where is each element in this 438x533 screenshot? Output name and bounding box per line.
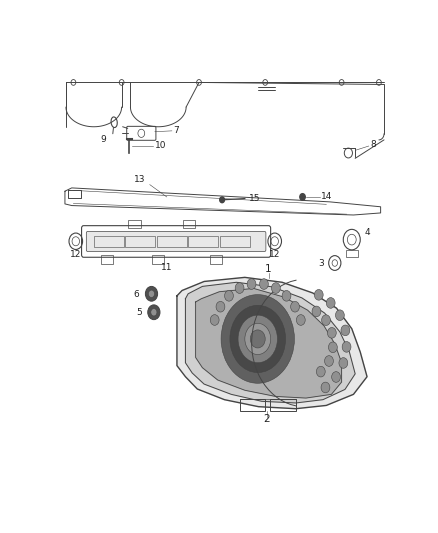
Circle shape xyxy=(312,306,321,317)
Circle shape xyxy=(260,279,268,289)
Circle shape xyxy=(328,327,336,338)
Text: 12: 12 xyxy=(269,250,280,259)
Circle shape xyxy=(332,372,340,382)
Text: 14: 14 xyxy=(321,192,332,201)
Circle shape xyxy=(148,290,155,297)
Bar xyxy=(152,255,164,264)
Bar xyxy=(125,236,155,247)
Bar xyxy=(94,236,124,247)
Circle shape xyxy=(221,295,294,383)
Text: 12: 12 xyxy=(70,250,81,259)
Text: 10: 10 xyxy=(155,141,166,150)
Bar xyxy=(210,255,222,264)
Bar xyxy=(101,255,113,264)
Bar xyxy=(188,236,219,247)
Circle shape xyxy=(230,305,286,373)
Circle shape xyxy=(238,315,277,363)
Circle shape xyxy=(225,290,233,301)
Text: 8: 8 xyxy=(371,140,376,149)
Text: 7: 7 xyxy=(173,126,179,135)
Circle shape xyxy=(151,309,157,316)
Circle shape xyxy=(145,286,158,301)
Text: 1: 1 xyxy=(265,264,272,274)
Circle shape xyxy=(216,301,225,312)
Text: 11: 11 xyxy=(161,263,173,272)
Circle shape xyxy=(321,315,330,326)
Polygon shape xyxy=(185,282,355,403)
Circle shape xyxy=(342,342,351,352)
Circle shape xyxy=(300,193,305,200)
Text: 3: 3 xyxy=(318,260,324,268)
Circle shape xyxy=(314,289,323,300)
Circle shape xyxy=(148,305,160,320)
Bar xyxy=(346,250,358,257)
Bar xyxy=(183,220,195,228)
Text: 5: 5 xyxy=(136,308,142,317)
Circle shape xyxy=(328,342,337,353)
Bar xyxy=(220,236,250,247)
Circle shape xyxy=(339,358,348,368)
Circle shape xyxy=(321,382,330,393)
Text: 2: 2 xyxy=(264,414,270,424)
Polygon shape xyxy=(196,288,342,398)
Circle shape xyxy=(316,366,325,377)
Circle shape xyxy=(250,330,265,348)
Bar xyxy=(270,399,296,411)
Circle shape xyxy=(210,314,219,325)
Text: 4: 4 xyxy=(365,228,370,237)
Circle shape xyxy=(326,297,335,308)
Circle shape xyxy=(245,324,271,354)
Circle shape xyxy=(297,314,305,325)
Circle shape xyxy=(220,197,224,203)
FancyBboxPatch shape xyxy=(86,231,266,252)
Bar xyxy=(128,220,141,228)
Circle shape xyxy=(235,282,244,293)
Text: 9: 9 xyxy=(100,134,106,143)
Circle shape xyxy=(336,310,344,320)
Bar xyxy=(157,236,187,247)
Text: 6: 6 xyxy=(134,290,140,298)
Circle shape xyxy=(341,325,350,336)
Text: 13: 13 xyxy=(134,175,145,184)
Circle shape xyxy=(290,301,300,312)
Circle shape xyxy=(247,279,256,289)
Bar xyxy=(240,399,265,411)
Circle shape xyxy=(325,356,333,366)
Polygon shape xyxy=(177,277,367,409)
Circle shape xyxy=(282,290,291,301)
Circle shape xyxy=(272,282,280,293)
Text: 15: 15 xyxy=(249,195,261,204)
